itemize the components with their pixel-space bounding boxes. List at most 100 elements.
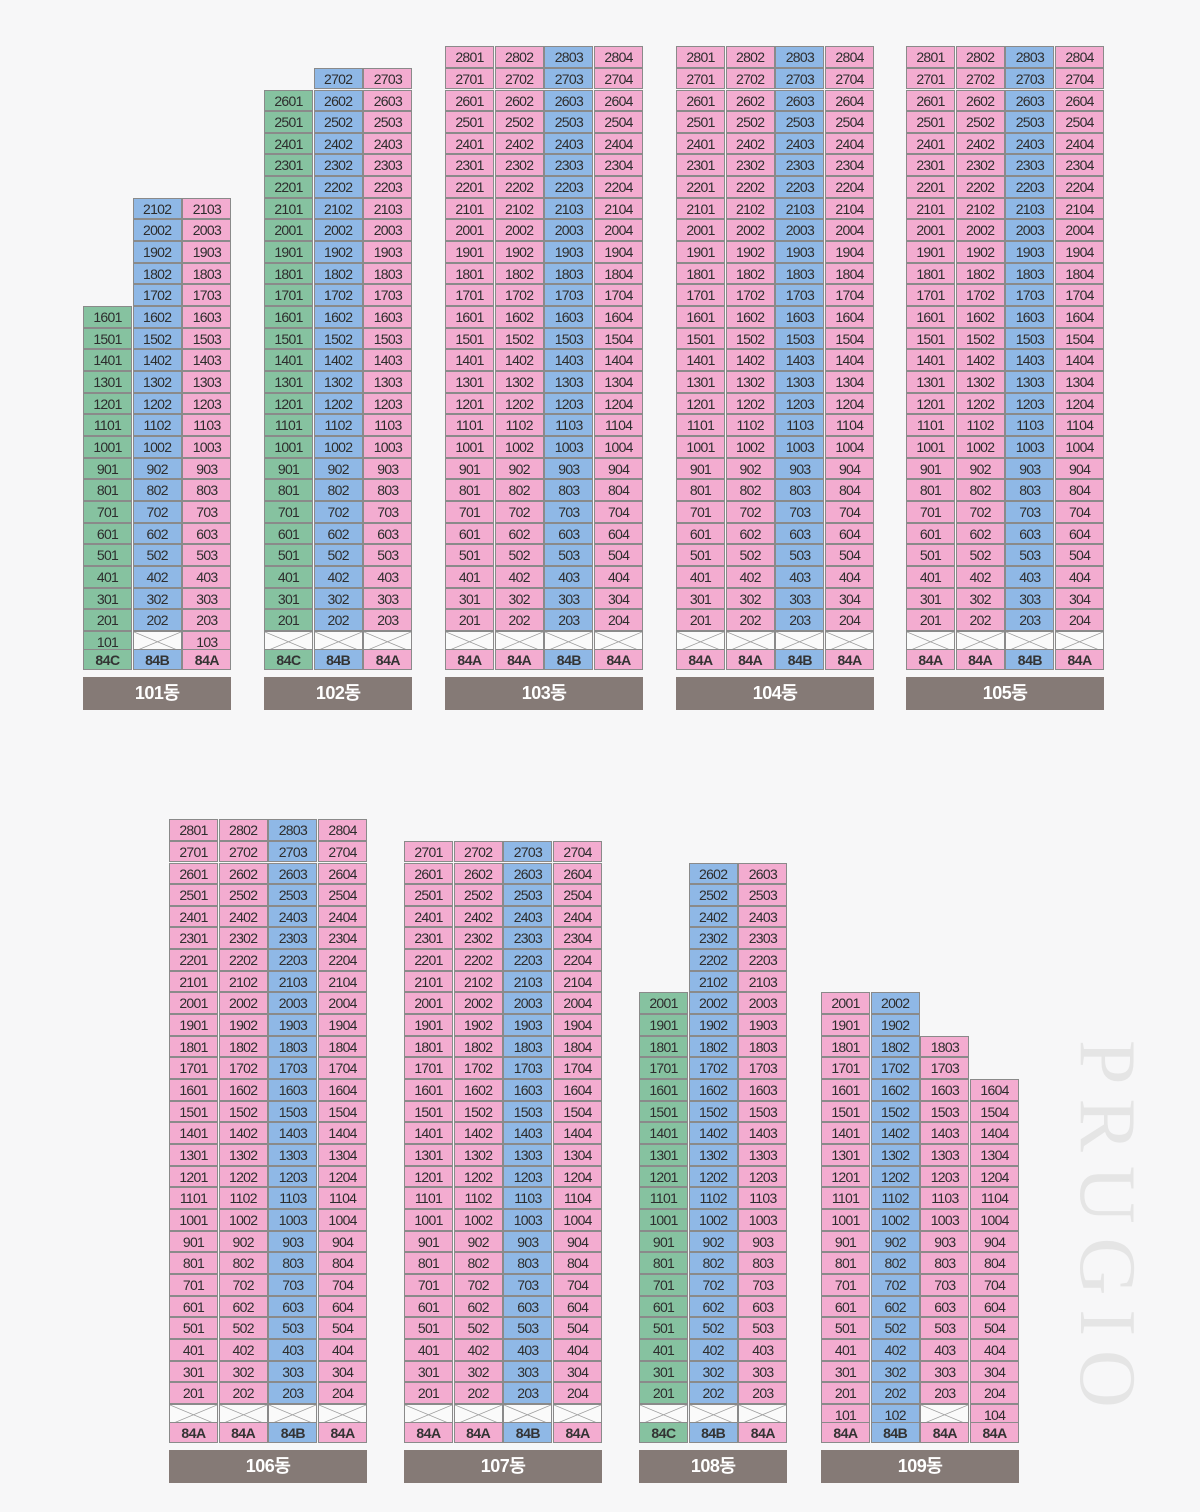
- unit-cell[interactable]: 2804: [594, 46, 644, 68]
- unit-cell[interactable]: 1101: [821, 1187, 870, 1209]
- unit-cell[interactable]: 304: [1055, 587, 1105, 610]
- unit-cell[interactable]: 2003: [544, 219, 594, 241]
- unit-cell[interactable]: 1003: [182, 436, 232, 458]
- unit-cell[interactable]: 1801: [639, 1035, 688, 1058]
- unit-cell[interactable]: 2202: [688, 949, 738, 971]
- unit-cell[interactable]: 2003: [738, 992, 788, 1014]
- unit-cell[interactable]: 1501: [169, 1100, 218, 1123]
- unit-cell[interactable]: 2101: [676, 197, 725, 220]
- unit-cell[interactable]: 604: [825, 522, 875, 545]
- unit-cell[interactable]: 1504: [594, 327, 644, 350]
- unit-cell[interactable]: 1102: [688, 1187, 738, 1209]
- unit-cell[interactable]: 1301: [83, 371, 132, 393]
- unit-cell[interactable]: 1302: [725, 371, 775, 393]
- unit-cell[interactable]: 2804: [1055, 46, 1105, 68]
- unit-cell[interactable]: 501: [169, 1317, 218, 1339]
- unit-cell[interactable]: 2302: [494, 154, 544, 176]
- unit-cell[interactable]: 1802: [688, 1035, 738, 1058]
- unit-cell[interactable]: 2301: [264, 154, 313, 176]
- unit-cell[interactable]: 503: [775, 544, 825, 566]
- unit-cell[interactable]: 1201: [639, 1165, 688, 1188]
- unit-cell[interactable]: 2001: [404, 992, 453, 1014]
- unit-cell[interactable]: 1602: [132, 306, 182, 328]
- unit-cell[interactable]: 1204: [318, 1165, 368, 1188]
- unit-cell[interactable]: 2303: [1005, 154, 1055, 176]
- unit-cell[interactable]: 1903: [738, 1014, 788, 1036]
- unit-cell[interactable]: 704: [1055, 501, 1105, 523]
- unit-cell[interactable]: 904: [970, 1230, 1020, 1253]
- unit-cell[interactable]: 1602: [218, 1079, 268, 1101]
- unit-cell[interactable]: 1102: [725, 414, 775, 436]
- unit-cell[interactable]: 1401: [906, 349, 955, 371]
- unit-cell[interactable]: 303: [738, 1360, 788, 1383]
- unit-cell[interactable]: 2802: [494, 46, 544, 68]
- unit-cell[interactable]: 1803: [182, 262, 232, 285]
- unit-cell[interactable]: 901: [639, 1230, 688, 1253]
- unit-cell[interactable]: 1601: [83, 306, 132, 328]
- unit-cell[interactable]: 1402: [218, 1122, 268, 1144]
- unit-cell[interactable]: 1304: [594, 371, 644, 393]
- unit-cell[interactable]: 2402: [955, 132, 1005, 155]
- unit-cell[interactable]: 1601: [676, 306, 725, 328]
- unit-cell[interactable]: 2602: [494, 89, 544, 111]
- unit-cell[interactable]: 2303: [268, 927, 318, 949]
- unit-cell[interactable]: 1704: [594, 284, 644, 306]
- unit-cell[interactable]: 1804: [825, 262, 875, 285]
- unit-cell[interactable]: 2403: [544, 132, 594, 155]
- unit-cell[interactable]: 1201: [83, 392, 132, 415]
- unit-cell[interactable]: 2401: [264, 132, 313, 155]
- unit-cell[interactable]: 2702: [725, 67, 775, 90]
- unit-cell[interactable]: 802: [870, 1252, 920, 1274]
- unit-cell[interactable]: 901: [169, 1230, 218, 1253]
- unit-cell[interactable]: 2201: [404, 949, 453, 971]
- unit-cell[interactable]: 303: [920, 1360, 970, 1383]
- unit-cell[interactable]: 302: [870, 1360, 920, 1383]
- unit-cell[interactable]: 1602: [870, 1079, 920, 1101]
- unit-cell[interactable]: 1104: [825, 414, 875, 436]
- unit-cell[interactable]: 2501: [906, 111, 955, 133]
- unit-cell[interactable]: 2402: [725, 132, 775, 155]
- unit-cell[interactable]: 204: [553, 1382, 603, 1404]
- unit-cell[interactable]: 803: [920, 1252, 970, 1274]
- unit-cell[interactable]: 901: [404, 1230, 453, 1253]
- unit-cell[interactable]: 804: [1055, 479, 1105, 501]
- unit-cell[interactable]: 2702: [955, 67, 1005, 90]
- unit-cell[interactable]: 1001: [639, 1209, 688, 1231]
- unit-cell[interactable]: 1901: [264, 241, 313, 263]
- unit-cell[interactable]: 1501: [445, 327, 494, 350]
- unit-cell[interactable]: 1802: [870, 1035, 920, 1058]
- unit-cell[interactable]: 804: [594, 479, 644, 501]
- unit-cell[interactable]: 2002: [132, 219, 182, 241]
- unit-cell[interactable]: 1703: [182, 284, 232, 306]
- unit-cell[interactable]: 2502: [725, 111, 775, 133]
- unit-cell[interactable]: 702: [955, 501, 1005, 523]
- unit-cell[interactable]: 703: [775, 501, 825, 523]
- unit-cell[interactable]: 2601: [404, 862, 453, 884]
- unit-cell[interactable]: 1304: [318, 1144, 368, 1166]
- unit-cell[interactable]: 1301: [821, 1144, 870, 1166]
- unit-cell[interactable]: 803: [738, 1252, 788, 1274]
- unit-cell[interactable]: 1702: [725, 284, 775, 306]
- unit-cell[interactable]: 704: [825, 501, 875, 523]
- unit-cell[interactable]: 2603: [775, 89, 825, 111]
- unit-cell[interactable]: 204: [318, 1382, 368, 1404]
- unit-cell[interactable]: 1403: [1005, 349, 1055, 371]
- unit-cell[interactable]: 403: [775, 566, 825, 588]
- unit-cell[interactable]: 1903: [268, 1014, 318, 1036]
- unit-cell[interactable]: 2704: [553, 840, 603, 863]
- unit-cell[interactable]: 1403: [363, 349, 413, 371]
- unit-cell[interactable]: 304: [318, 1360, 368, 1383]
- unit-cell[interactable]: 1902: [688, 1014, 738, 1036]
- unit-cell[interactable]: 1404: [825, 349, 875, 371]
- unit-cell[interactable]: 302: [453, 1360, 503, 1383]
- unit-cell[interactable]: 1003: [1005, 436, 1055, 458]
- unit-cell[interactable]: 304: [825, 587, 875, 610]
- unit-cell[interactable]: 2803: [268, 819, 318, 841]
- unit-cell[interactable]: 803: [363, 479, 413, 501]
- unit-cell[interactable]: 1602: [313, 306, 363, 328]
- unit-cell[interactable]: 601: [445, 522, 494, 545]
- unit-cell[interactable]: 1204: [594, 392, 644, 415]
- unit-cell[interactable]: 1804: [553, 1035, 603, 1058]
- unit-cell[interactable]: 1401: [264, 349, 313, 371]
- unit-cell[interactable]: 1804: [594, 262, 644, 285]
